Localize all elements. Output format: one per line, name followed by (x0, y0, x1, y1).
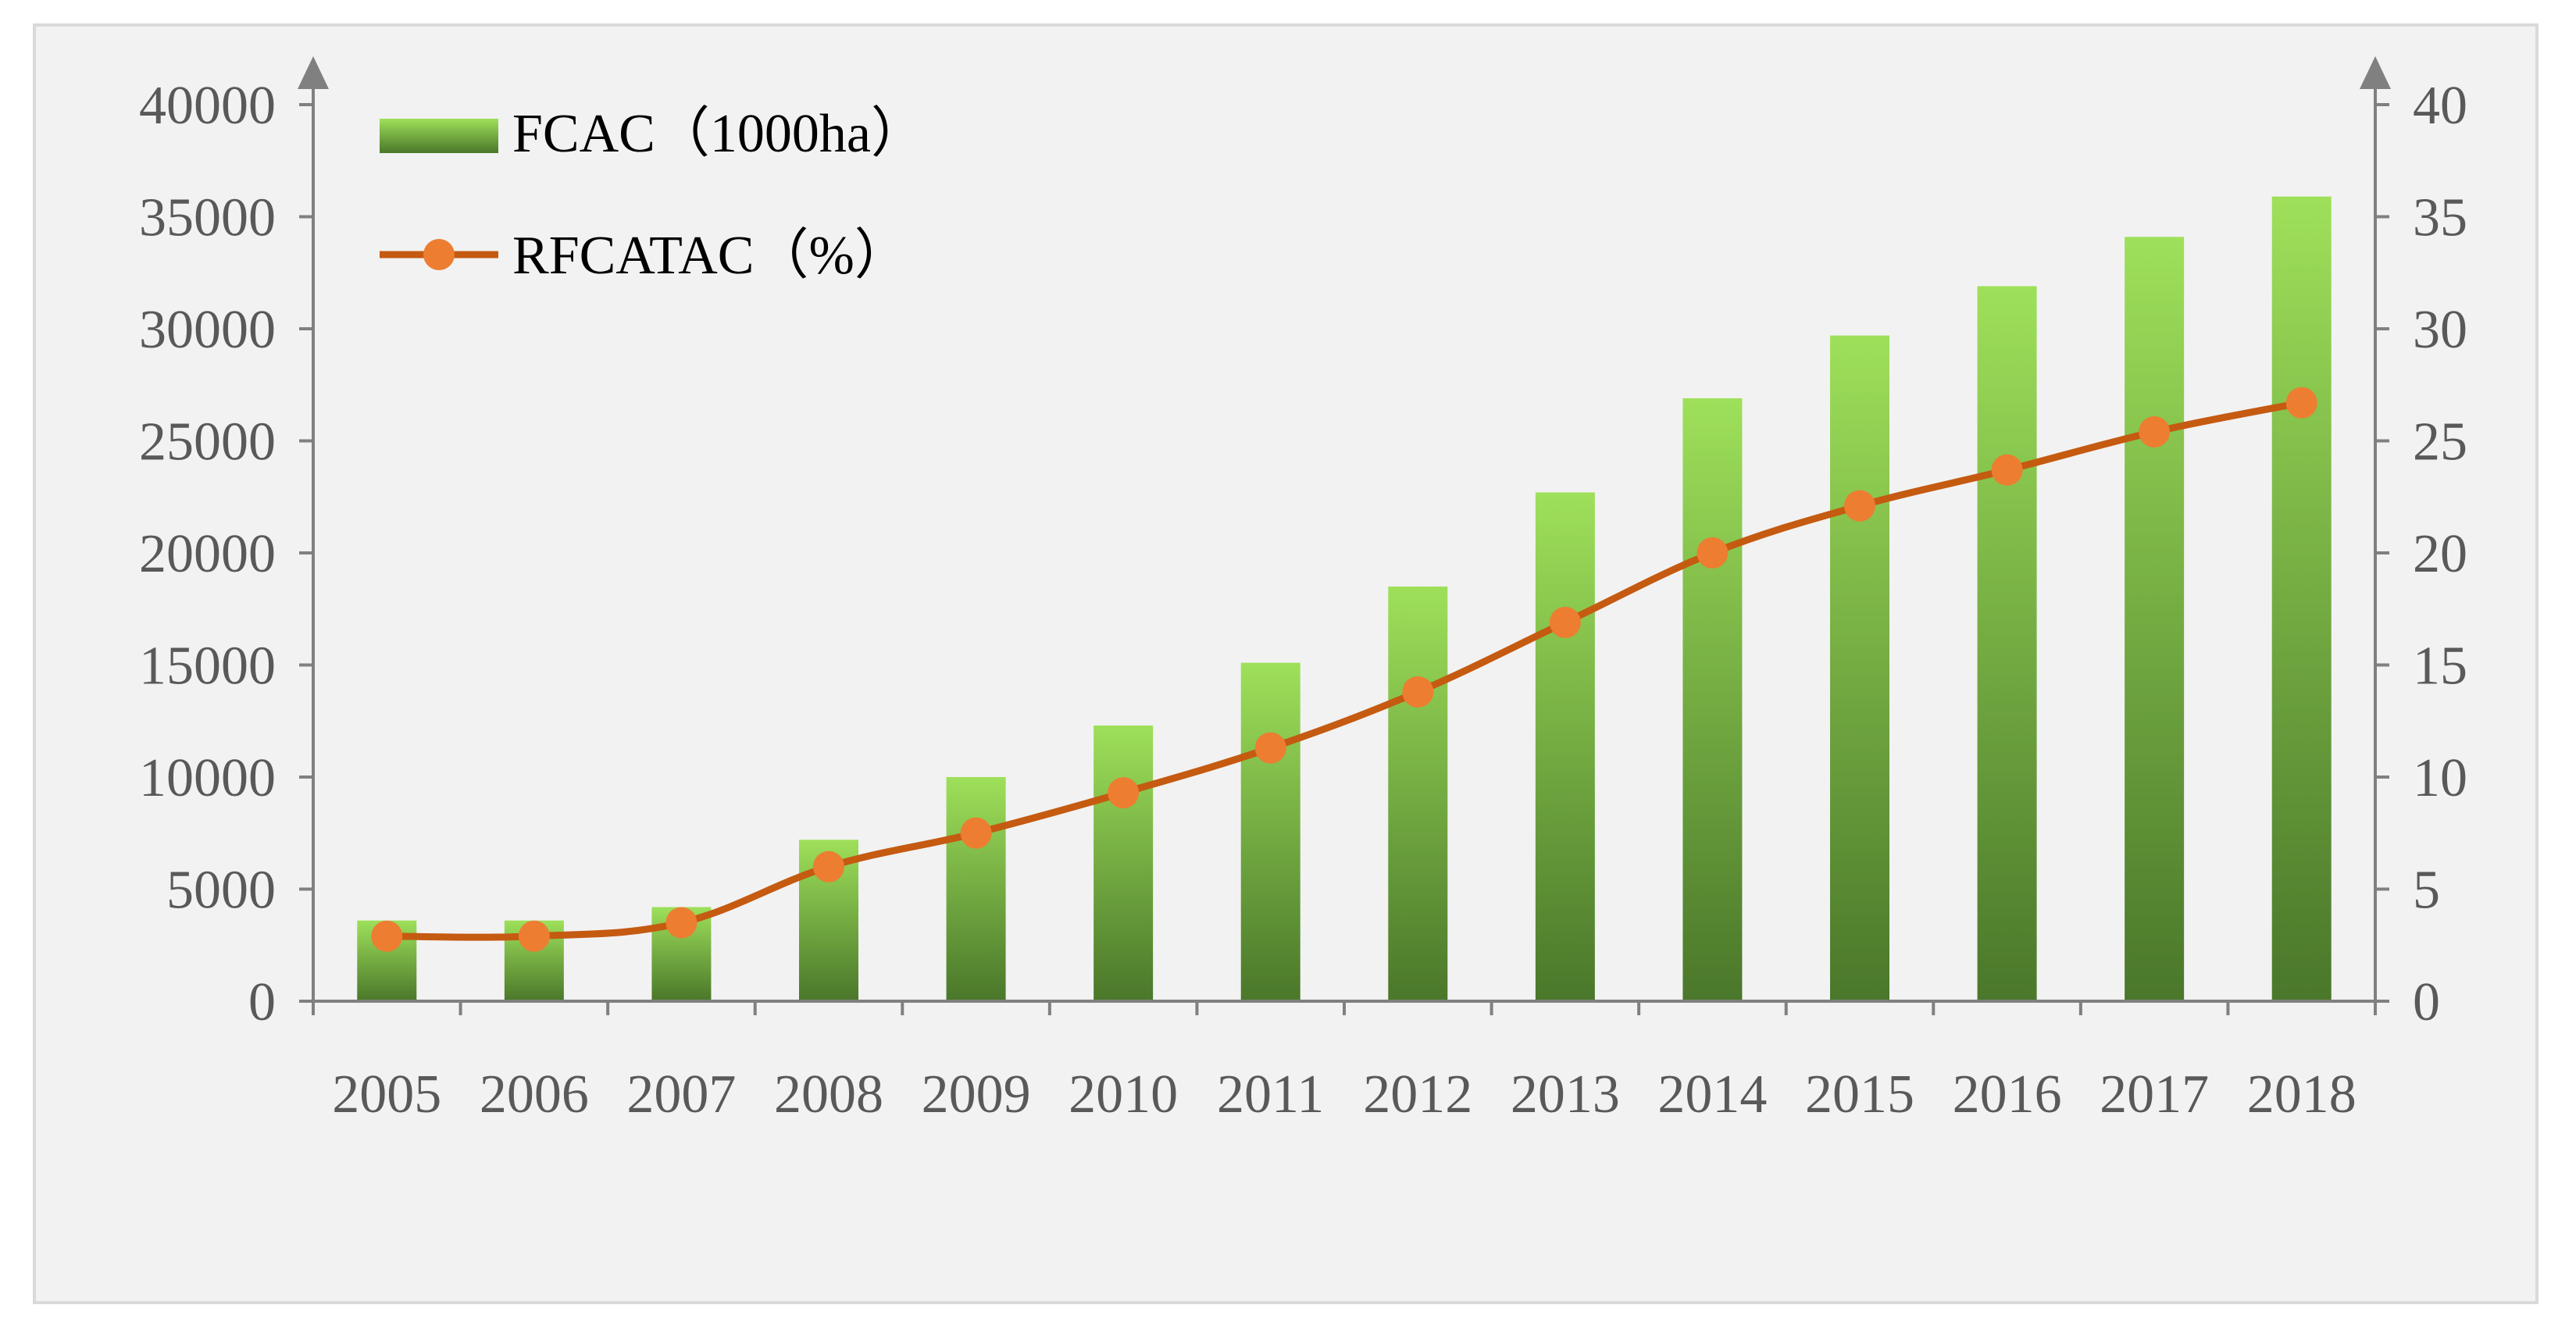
left-axis-tick-label: 10000 (139, 748, 276, 808)
chart-frame: 0 5000 10000 15000 20000 25000 30000 35000 40000… (33, 23, 2539, 1304)
x-axis-tick-label: 2006 (480, 1064, 589, 1125)
left-axis-tick-label: 25000 (139, 412, 276, 472)
point-2008 (813, 850, 844, 882)
right-axis-tick-label: 5 (2413, 861, 2440, 921)
chart: 0 5000 10000 15000 20000 25000 30000 35000 40000… (139, 56, 2467, 1125)
right-axis-tick-label: 25 (2413, 412, 2467, 472)
bar-2009 (946, 777, 1006, 1001)
point-2017 (2139, 416, 2171, 448)
x-axis-tick-label: 2010 (1069, 1064, 1178, 1125)
x-axis-tick-label: 2005 (332, 1064, 441, 1125)
left-axis-tick-label: 5000 (166, 861, 276, 921)
right-axis-tick-label: 40 (2413, 76, 2467, 136)
left-axis-tick-label: 0 (248, 972, 276, 1032)
right-axis-tick-label: 30 (2413, 300, 2467, 360)
legend-label-fcac: FCAC（1000ha） (512, 104, 926, 164)
bar-2015 (1830, 335, 1889, 1001)
legend: FCAC（1000ha） RFCATAC（%） (380, 104, 926, 286)
point-2014 (1697, 537, 1729, 569)
x-axis-tick-label: 2011 (1217, 1064, 1324, 1125)
point-2011 (1254, 732, 1286, 764)
bar-2014 (1682, 398, 1743, 1002)
left-axis-tick-label: 30000 (139, 300, 276, 360)
bar-2018 (2271, 196, 2332, 1001)
x-axis-tick-label: 2015 (1805, 1064, 1914, 1125)
point-2012 (1402, 676, 1434, 708)
point-2006 (518, 920, 550, 952)
right-axis-tick-label: 10 (2413, 748, 2467, 808)
right-axis-arrow-icon (2360, 56, 2391, 89)
x-axis-tick-label: 2009 (922, 1064, 1031, 1125)
x-axis-tick-label: 2017 (2100, 1064, 2209, 1125)
x-axis-tick-label: 2014 (1657, 1064, 1767, 1125)
x-axis-tick-label: 2012 (1363, 1064, 1472, 1125)
bar-2010 (1094, 725, 1154, 1001)
point-2018 (2285, 387, 2317, 419)
x-axis-tick-label: 2008 (774, 1064, 883, 1125)
bar-2016 (1977, 286, 2037, 1002)
line-layer (371, 387, 2317, 952)
bars-layer (357, 196, 2332, 1002)
right-axis-tick-label: 0 (2413, 972, 2440, 1032)
left-axis-tick-label: 35000 (139, 188, 276, 248)
left-axis-tick-label: 40000 (139, 76, 276, 136)
left-axis-arrow-icon (298, 56, 329, 89)
legend-label-rfcatac: RFCATAC（%） (512, 226, 909, 286)
left-axis-tick-label: 15000 (139, 636, 276, 697)
legend-bar-swatch (380, 119, 498, 153)
right-axis-tick-label: 15 (2413, 636, 2467, 697)
point-2010 (1108, 777, 1140, 809)
right-axis-tick-label: 35 (2413, 188, 2467, 248)
x-axis-tick-label: 2007 (626, 1064, 736, 1125)
point-2013 (1549, 606, 1581, 638)
bar-2011 (1240, 662, 1300, 1001)
point-2009 (960, 817, 992, 849)
x-axis-tick-label: 2018 (2247, 1064, 2357, 1125)
right-axis-tick-label: 20 (2413, 524, 2467, 584)
x-axis-tick-label: 2016 (1953, 1064, 2062, 1125)
bar-2012 (1388, 586, 1448, 1001)
point-2015 (1844, 490, 1875, 522)
labels-layer: 0 5000 10000 15000 20000 25000 30000 35000 40000… (139, 76, 2467, 1125)
axes-layer (298, 56, 2391, 1015)
point-2007 (665, 907, 698, 939)
point-2016 (1991, 454, 2023, 486)
point-2005 (371, 920, 403, 952)
bar-2013 (1535, 492, 1595, 1001)
legend-marker-swatch (423, 239, 455, 270)
series-line-rfcatac (387, 399, 2303, 941)
left-axis-tick-label: 20000 (139, 524, 276, 584)
x-axis-tick-label: 2013 (1511, 1064, 1620, 1125)
bar-2017 (2125, 237, 2185, 1002)
